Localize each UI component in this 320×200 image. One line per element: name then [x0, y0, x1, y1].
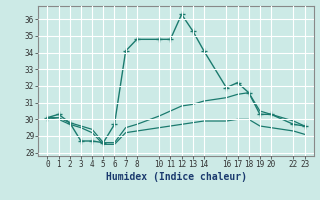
X-axis label: Humidex (Indice chaleur): Humidex (Indice chaleur)	[106, 172, 246, 182]
